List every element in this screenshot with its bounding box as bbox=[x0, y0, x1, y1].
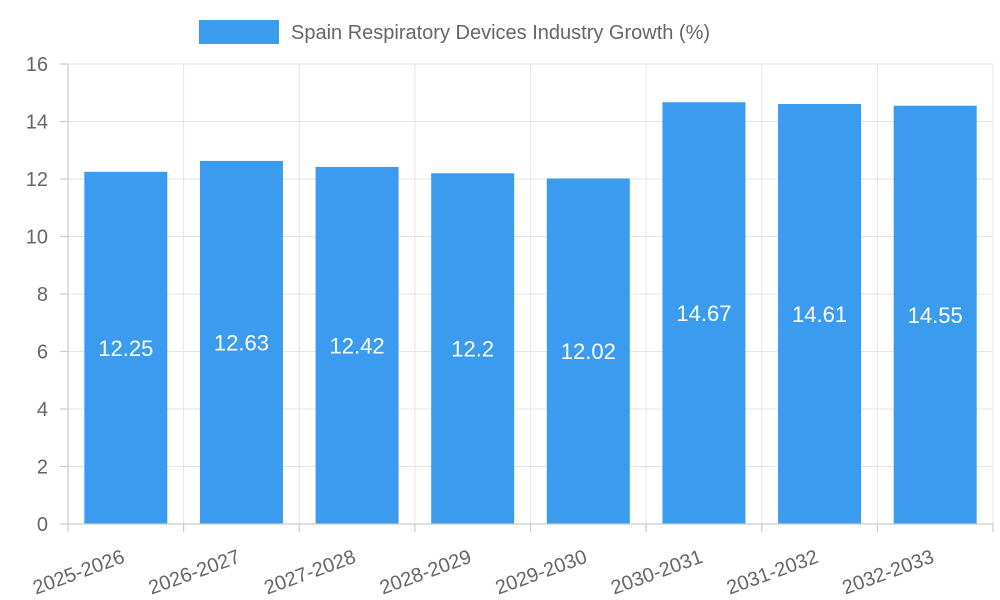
x-tick-label: 2030-2031 bbox=[608, 546, 705, 599]
bar-2028-2029[interactable] bbox=[431, 173, 515, 524]
data-label: 12.63 bbox=[214, 330, 269, 355]
bar-2026-2027[interactable] bbox=[199, 160, 283, 524]
y-tick-label: 14 bbox=[26, 112, 48, 134]
x-tick-label: 2025-2026 bbox=[30, 546, 127, 599]
data-label: 14.55 bbox=[908, 303, 963, 328]
bars bbox=[84, 102, 977, 525]
data-labels: 12.25 12.63 12.42 12.2 12.02 14.67 14.61 14.55 bbox=[98, 301, 962, 364]
x-tick-label: 2031-2032 bbox=[724, 546, 821, 599]
bar-2031-2032[interactable] bbox=[778, 103, 862, 525]
y-tick-label: 10 bbox=[26, 227, 48, 249]
bar-2029-2030[interactable] bbox=[546, 178, 630, 525]
x-tick-label: 2027-2028 bbox=[261, 546, 358, 599]
data-label: 12.42 bbox=[330, 333, 385, 358]
y-tick-label: 16 bbox=[26, 54, 48, 76]
x-tick-label: 2032-2033 bbox=[839, 546, 936, 599]
bar-2027-2028[interactable] bbox=[315, 166, 399, 525]
bar-2025-2026[interactable] bbox=[84, 171, 168, 524]
data-label: 12.25 bbox=[98, 336, 153, 361]
legend-swatch bbox=[199, 20, 279, 44]
y-tick-label: 4 bbox=[37, 399, 48, 421]
y-tick-label: 8 bbox=[37, 284, 48, 306]
data-label: 14.67 bbox=[676, 301, 731, 326]
legend[interactable]: Spain Respiratory Devices Industry Growt… bbox=[199, 20, 710, 44]
x-tick-label: 2029-2030 bbox=[493, 546, 590, 599]
y-tick-label: 0 bbox=[37, 514, 48, 536]
y-tick-label: 12 bbox=[26, 169, 48, 191]
legend-label: Spain Respiratory Devices Industry Growt… bbox=[291, 22, 710, 44]
x-tick-label: 2028-2029 bbox=[377, 546, 474, 599]
data-label: 12.02 bbox=[561, 339, 616, 364]
bar-2030-2031[interactable] bbox=[662, 102, 746, 525]
bar-2032-2033[interactable] bbox=[893, 105, 977, 524]
y-tick-label: 2 bbox=[37, 457, 48, 479]
x-tick-label: 2026-2027 bbox=[146, 546, 243, 599]
data-label: 14.61 bbox=[792, 302, 847, 327]
data-label: 12.2 bbox=[451, 337, 494, 362]
y-tick-label: 6 bbox=[37, 342, 48, 364]
